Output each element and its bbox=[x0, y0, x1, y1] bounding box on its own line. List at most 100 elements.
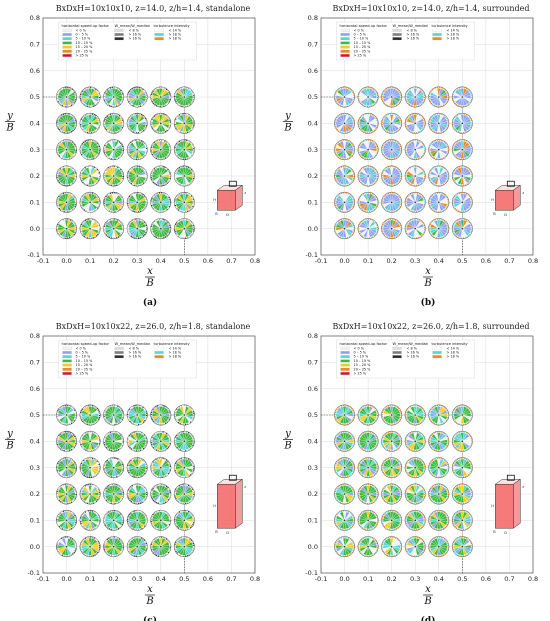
legend-swatch bbox=[114, 33, 124, 36]
rose-ring-segment bbox=[383, 222, 385, 224]
y-axis-label-denominator: B bbox=[5, 441, 13, 452]
rose-ring-segment bbox=[150, 225, 153, 227]
rose-ring-segment bbox=[113, 113, 115, 115]
rose-ring-segment bbox=[157, 131, 160, 134]
rose-ring-segment bbox=[398, 233, 401, 236]
rose-ring-segment bbox=[112, 476, 114, 478]
x-tick-label: 0.1 bbox=[363, 257, 373, 265]
rose-ring-segment bbox=[405, 95, 407, 97]
rose-ring-segment bbox=[72, 129, 74, 132]
rose-ring-segment bbox=[103, 199, 106, 201]
rose-ring-segment bbox=[80, 125, 82, 128]
rose-ring-segment bbox=[121, 91, 123, 93]
rose-ring-segment bbox=[346, 236, 349, 239]
rose-ring-segment bbox=[146, 123, 148, 125]
rose-ring-segment bbox=[390, 105, 392, 108]
rose-ring-segment bbox=[136, 529, 138, 531]
rose-ring-segment bbox=[140, 193, 143, 195]
rose-ring-segment bbox=[334, 201, 336, 203]
wind-rose-point bbox=[334, 112, 356, 134]
rose-ring-segment bbox=[349, 220, 352, 222]
rose-ring-segment bbox=[121, 145, 124, 148]
rose-ring-segment bbox=[187, 140, 190, 142]
rose-ring-segment bbox=[136, 555, 138, 557]
rose-ring-segment bbox=[117, 140, 119, 142]
rose-ring-segment bbox=[103, 152, 106, 154]
rose-ring-segment bbox=[150, 124, 153, 126]
rose-ring-segment bbox=[141, 209, 143, 212]
rose-ring-segment bbox=[68, 192, 70, 194]
rose-ring-segment bbox=[85, 210, 87, 212]
rose-ring-segment bbox=[151, 197, 154, 199]
rose-ring-segment bbox=[133, 87, 135, 89]
rose-ring-segment bbox=[127, 201, 129, 203]
rose-ring-segment bbox=[103, 99, 106, 101]
rose-center bbox=[414, 96, 417, 98]
rose-ring-segment bbox=[129, 234, 131, 236]
rose-ring-segment bbox=[127, 227, 129, 229]
rose-ring-segment bbox=[121, 144, 123, 146]
rose-ring-segment bbox=[90, 139, 92, 141]
rose-ring-segment bbox=[68, 157, 71, 160]
rose-ring-segment bbox=[158, 86, 161, 89]
rose-sector bbox=[155, 220, 161, 229]
wind-rose-point bbox=[150, 483, 172, 505]
rose-ring-segment bbox=[165, 88, 168, 91]
rose-ring-segment bbox=[127, 146, 129, 148]
rose-ring-segment bbox=[72, 221, 75, 224]
rose-ring-segment bbox=[62, 166, 65, 168]
rose-ring-segment bbox=[80, 150, 82, 152]
rose-ring-segment bbox=[62, 218, 65, 221]
rose-sector bbox=[132, 167, 138, 177]
rose-ring-segment bbox=[180, 192, 182, 195]
rose-ring-segment bbox=[440, 218, 442, 221]
rose-ring-segment bbox=[382, 232, 385, 235]
wind-rose-point bbox=[173, 165, 195, 187]
rose-ring-segment bbox=[137, 457, 139, 459]
rose-ring-segment bbox=[108, 131, 111, 133]
rose-center bbox=[136, 96, 139, 98]
rose-ring-segment bbox=[343, 132, 345, 134]
rose-ring-segment bbox=[152, 128, 155, 131]
rose-ring-segment bbox=[176, 102, 179, 105]
y-tick-label: 0.1 bbox=[308, 199, 318, 207]
rose-sector bbox=[132, 88, 138, 98]
rose-ring-segment bbox=[127, 197, 130, 199]
rose-ring-segment bbox=[169, 121, 171, 123]
rose-ring-segment bbox=[146, 520, 148, 522]
rose-ring-segment bbox=[177, 235, 180, 238]
rose-ring-segment bbox=[136, 132, 138, 134]
rose-ring-segment bbox=[56, 176, 58, 178]
rose-ring-segment bbox=[154, 209, 156, 211]
rose-ring-segment bbox=[118, 141, 121, 143]
rose-ring-segment bbox=[98, 467, 101, 469]
rose-ring-segment bbox=[96, 221, 99, 224]
wind-rose-point bbox=[357, 112, 379, 134]
rose-ring-segment bbox=[120, 180, 123, 183]
legend-entry: > 25 % bbox=[354, 54, 367, 58]
rose-ring-segment bbox=[415, 139, 417, 141]
rose-ring-segment bbox=[185, 184, 187, 187]
rose-ring-segment bbox=[98, 174, 101, 176]
rose-ring-segment bbox=[177, 130, 180, 132]
rose-ring-segment bbox=[58, 181, 61, 184]
rose-ring-segment bbox=[128, 169, 131, 172]
rose-ring-segment bbox=[82, 168, 85, 170]
rose-ring-segment bbox=[57, 232, 60, 235]
rose-ring-segment bbox=[80, 225, 82, 227]
rose-ring-segment bbox=[122, 228, 124, 230]
rose-ring-segment bbox=[103, 519, 105, 521]
rose-ring-segment bbox=[108, 193, 110, 195]
rose-ring-segment bbox=[182, 86, 184, 89]
rose-ring-segment bbox=[120, 154, 123, 157]
rose-ring-segment bbox=[121, 232, 123, 234]
rose-ring-segment bbox=[414, 158, 416, 160]
rose-ring-segment bbox=[437, 184, 439, 187]
rose-ring-segment bbox=[145, 174, 148, 176]
rose-ring-segment bbox=[115, 87, 117, 89]
rose-ring-segment bbox=[73, 91, 76, 93]
rose-ring-segment bbox=[113, 192, 115, 194]
rose-ring-segment bbox=[174, 93, 176, 96]
rose-ring-segment bbox=[174, 150, 176, 152]
legend-swatch bbox=[432, 37, 442, 41]
